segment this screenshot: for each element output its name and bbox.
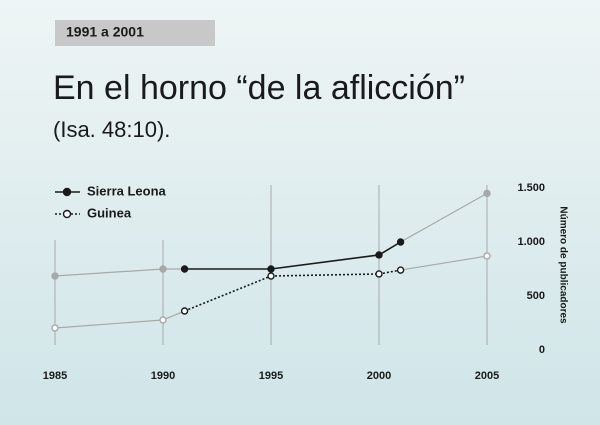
point xyxy=(483,189,491,198)
point xyxy=(396,266,405,274)
series-segment xyxy=(162,310,185,321)
series-segment xyxy=(184,275,272,312)
point xyxy=(267,265,275,273)
legend-marker xyxy=(62,187,72,197)
chart-subtitle: (Isa. 48:10). xyxy=(53,117,170,142)
y-tick-label: 500 xyxy=(527,290,545,302)
legend-label: Guinea xyxy=(87,205,132,220)
y-tick-label: 1.000 xyxy=(517,236,545,248)
point xyxy=(180,307,189,315)
point xyxy=(483,252,491,260)
x-tick-label: 2005 xyxy=(475,370,499,382)
point xyxy=(267,272,275,280)
x-tick-label: 1985 xyxy=(43,370,67,382)
point xyxy=(159,316,167,324)
point xyxy=(159,265,167,273)
legend-marker xyxy=(62,209,72,219)
point xyxy=(396,238,405,246)
tag-box xyxy=(55,20,215,46)
series-segment xyxy=(270,254,380,270)
y-axis-title: Número de publicadores xyxy=(557,206,568,324)
chart-title: En el horno “de la aflicción” xyxy=(53,69,465,107)
x-tick-label: 2000 xyxy=(367,370,391,382)
tag: 1991 a 2001 xyxy=(66,24,144,40)
point xyxy=(180,265,189,273)
y-tick-label: 1.500 xyxy=(517,182,545,194)
point xyxy=(51,272,59,280)
series-segment xyxy=(400,255,488,271)
x-tick-label: 1995 xyxy=(259,370,283,382)
series-segment xyxy=(378,241,402,256)
series-segment xyxy=(270,273,380,277)
x-tick-label: 1990 xyxy=(151,370,175,382)
series-segment xyxy=(400,192,488,243)
series-segment xyxy=(54,268,164,277)
legend-label: Sierra Leona xyxy=(87,183,167,198)
point xyxy=(51,324,59,332)
series-segment xyxy=(54,319,164,329)
point xyxy=(375,270,383,278)
point xyxy=(375,251,383,259)
y-tick-label: 0 xyxy=(539,344,545,356)
